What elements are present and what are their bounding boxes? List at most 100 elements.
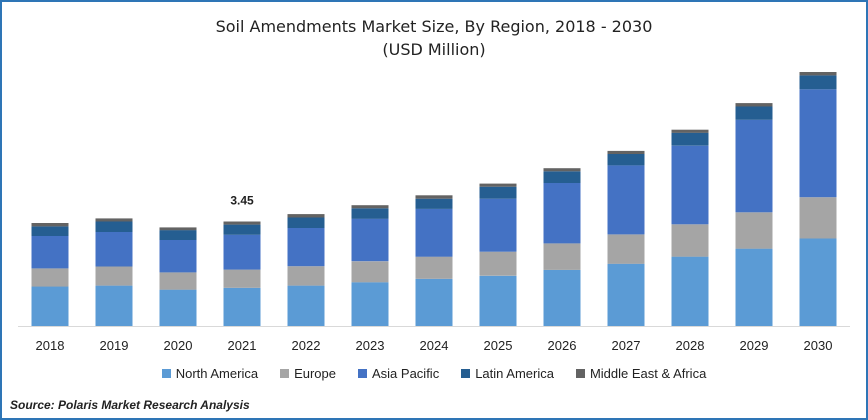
bar-2025-series-3 [479, 186, 517, 199]
legend-item-1: Europe [280, 366, 336, 381]
bar-2024-series-1 [415, 256, 453, 279]
x-tick-label-2020: 2020 [164, 338, 193, 353]
legend-label-2: Asia Pacific [372, 366, 440, 381]
chart-legend: North America Europe Asia Pacific Latin Ame… [2, 366, 866, 381]
bar-2026-series-3 [543, 171, 581, 183]
bar-2019-series-1 [95, 266, 133, 286]
bar-2026-series-0 [543, 269, 581, 326]
bar-2019-series-3 [95, 221, 133, 232]
bar-2023-series-2 [351, 218, 389, 262]
legend-swatch-3 [461, 369, 471, 378]
bar-2030-series-4 [799, 72, 837, 76]
bar-2021-series-1 [223, 269, 261, 288]
bar-2028-series-3 [671, 132, 709, 146]
legend-swatch-2 [358, 369, 367, 378]
bar-2021-series-0 [223, 287, 261, 326]
bar-2020-series-0 [159, 289, 197, 326]
bar-2023-series-1 [351, 261, 389, 283]
x-tick-label-2026: 2026 [548, 338, 577, 353]
legend-label-0: North America [175, 366, 259, 381]
bar-2020-series-2 [159, 240, 197, 273]
legend-swatch-1 [280, 369, 290, 378]
bar-2021-series-3 [223, 224, 261, 235]
bar-2026-series-1 [543, 243, 581, 270]
bar-2028-series-4 [671, 129, 709, 133]
bar-2029-series-2 [735, 119, 773, 213]
bar-2024-series-0 [415, 278, 453, 326]
bar-2027-series-1 [607, 234, 645, 264]
legend-swatch-0 [161, 369, 171, 378]
bar-2019-series-2 [95, 232, 133, 267]
chart-subtitle: (USD Million) [382, 40, 486, 59]
bar-2020-series-4 [159, 227, 197, 231]
bar-2028-series-0 [671, 256, 709, 326]
bar-2022-series-2 [287, 228, 325, 267]
bar-2026-series-4 [543, 168, 581, 172]
bar-2019-series-0 [95, 285, 133, 326]
bar-2026-series-2 [543, 183, 581, 244]
x-tick-label-2028: 2028 [676, 338, 705, 353]
x-tick-label-2030: 2030 [804, 338, 833, 353]
bar-2022-series-4 [287, 214, 325, 218]
bar-2030-series-3 [799, 75, 837, 90]
x-tick-label-2022: 2022 [292, 338, 321, 353]
bar-2022-series-1 [287, 266, 325, 286]
legend-item-2: Asia Pacific [358, 366, 439, 381]
x-tick-label-2019: 2019 [100, 338, 129, 353]
bar-2029-series-3 [735, 106, 773, 120]
bar-2029-series-0 [735, 248, 773, 326]
legend-item-4: Middle East & Africa [575, 366, 707, 381]
bar-2018-series-4 [31, 223, 69, 227]
bar-2025-series-4 [479, 183, 517, 187]
bar-2027-series-4 [607, 150, 645, 154]
bar-2022-series-0 [287, 285, 325, 326]
bar-2020-series-1 [159, 272, 197, 290]
bar-2030-series-1 [799, 197, 837, 239]
bar-2028-series-1 [671, 224, 709, 257]
bar-2018-series-0 [31, 286, 69, 326]
x-tick-label-2021: 2021 [228, 338, 257, 353]
bar-2027-series-3 [607, 154, 645, 166]
legend-item-0: North America [161, 366, 259, 381]
x-tick-label-2027: 2027 [612, 338, 641, 353]
bar-2024-series-3 [415, 198, 453, 209]
legend-item-3: Latin America [461, 366, 554, 381]
x-tick-label-2025: 2025 [484, 338, 513, 353]
bar-2028-series-2 [671, 145, 709, 225]
bar-2019-series-4 [95, 218, 133, 222]
bar-2025-series-0 [479, 275, 517, 326]
bar-2030-series-0 [799, 238, 837, 326]
bar-2022-series-3 [287, 217, 325, 228]
bar-2018-series-1 [31, 268, 69, 287]
bar-2030-series-2 [799, 89, 837, 198]
bar-2024-series-2 [415, 208, 453, 257]
bar-2029-series-1 [735, 212, 773, 249]
legend-label-4: Middle East & Africa [589, 366, 707, 381]
bar-2023-series-0 [351, 282, 389, 326]
data-label-2021: 3.45 [230, 194, 254, 208]
bar-2025-series-2 [479, 198, 517, 252]
x-tick-label-2023: 2023 [356, 338, 385, 353]
bar-2018-series-3 [31, 226, 69, 236]
legend-label-1: Europe [294, 366, 336, 381]
chart-title: Soil Amendments Market Size, By Region, … [215, 17, 653, 36]
x-tick-label-2018: 2018 [36, 338, 65, 353]
bar-2027-series-0 [607, 263, 645, 326]
bar-2021-series-2 [223, 234, 261, 270]
bar-2023-series-3 [351, 208, 389, 219]
legend-label-3: Latin America [475, 366, 554, 381]
legend-swatch-4 [575, 369, 585, 378]
bar-2027-series-2 [607, 165, 645, 235]
bar-2023-series-4 [351, 205, 389, 209]
source-note: Source: Polaris Market Research Analysis [10, 398, 250, 412]
bar-2024-series-4 [415, 195, 453, 199]
x-tick-label-2024: 2024 [420, 338, 449, 353]
bar-2021-series-4 [223, 221, 261, 225]
bar-2020-series-3 [159, 230, 197, 240]
bar-2018-series-2 [31, 236, 69, 269]
x-tick-label-2029: 2029 [740, 338, 769, 353]
bar-2025-series-1 [479, 251, 517, 276]
bar-2029-series-4 [735, 103, 773, 107]
